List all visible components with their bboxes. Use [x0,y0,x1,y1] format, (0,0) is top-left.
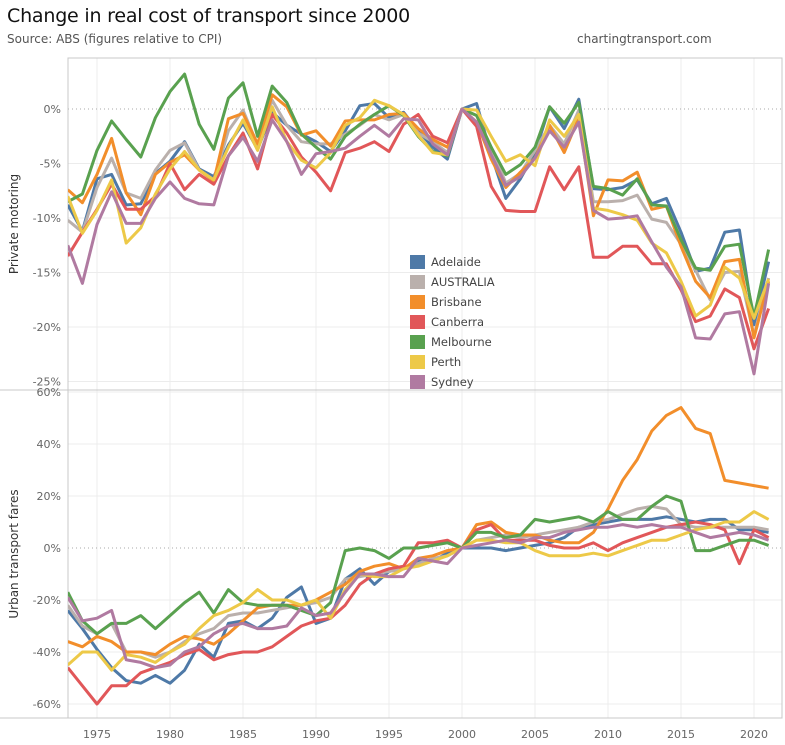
y-axis-title: Private motoring [7,174,21,274]
series-lines [68,72,771,706]
legend-item-australia[interactable]: AUSTRALIA [410,272,495,292]
gridlines [68,58,782,718]
y-tick-label: 20% [37,490,61,503]
chart-title: Change in real cost of transport since 2… [7,5,410,27]
axis-labels: 1975 1980 1985 1990 1995 2000 2005 2010 2015 2020… [7,103,768,741]
legend-item-melbourne[interactable]: Melbourne [410,332,495,352]
legend-swatch [410,275,425,289]
legend-swatch [410,315,425,329]
legend-label: AUSTRALIA [431,275,495,289]
y-tick-label: -20% [33,594,61,607]
y-tick-label: 0% [44,542,61,555]
legend-swatch [410,375,425,389]
x-tick-label: 2000 [448,728,476,741]
legend-swatch [410,335,425,349]
y-tick-label: -20% [33,321,61,334]
y-axis-title: Urban transport fares [7,489,21,618]
legend: Adelaide AUSTRALIA Brisbane Canberra Melbour… [410,252,495,392]
series-line-canberra [68,107,771,351]
series-line-adelaide [68,515,769,685]
x-tick-label: 2010 [594,728,622,741]
x-tick-label: 2015 [667,728,695,741]
legend-swatch [410,255,425,269]
panel-1 [68,406,770,706]
y-tick-label: -40% [33,646,61,659]
series-line-perth [68,510,770,672]
chart-subtitle: Source: ABS (figures relative to CPI) [7,32,223,46]
legend-item-perth[interactable]: Perth [410,352,495,372]
series-line-brisbane [68,406,769,657]
legend-label: Adelaide [431,255,481,269]
y-tick-label: 60% [37,386,61,399]
x-tick-label: 1990 [302,728,330,741]
x-tick-label: 2005 [521,728,549,741]
legend-item-brisbane[interactable]: Brisbane [410,292,495,312]
x-tick-label: 1975 [83,728,111,741]
series-line-sydney [68,107,771,376]
legend-item-canberra[interactable]: Canberra [410,312,495,332]
y-tick-label: -5% [40,158,61,171]
x-tick-label: 1985 [229,728,257,741]
legend-swatch [410,295,425,309]
series-line-brisbane [68,93,771,340]
series-line-canberra [68,520,770,706]
legend-swatch [410,355,425,369]
series-line-sydney [68,523,770,670]
y-tick-label: -10% [33,212,61,225]
y-tick-label: -60% [33,698,61,711]
x-tick-label: 2020 [740,728,768,741]
axes [0,57,783,719]
legend-label: Canberra [431,315,485,329]
legend-item-adelaide[interactable]: Adelaide [410,252,495,272]
legend-label: Perth [431,355,462,369]
legend-item-sydney[interactable]: Sydney [410,372,495,392]
panel-0 [68,72,771,376]
y-tick-label: -25% [33,376,61,389]
y-tick-label: -15% [33,267,61,280]
legend-label: Sydney [431,375,474,389]
y-tick-label: 0% [44,103,61,116]
x-tick-label: 1980 [156,728,184,741]
series-line-melbourne [68,494,770,636]
legend-label: Melbourne [431,335,492,349]
legend-label: Brisbane [431,295,482,309]
y-tick-label: 40% [37,438,61,451]
site-credit: chartingtransport.com [577,32,712,46]
x-tick-label: 1995 [375,728,403,741]
